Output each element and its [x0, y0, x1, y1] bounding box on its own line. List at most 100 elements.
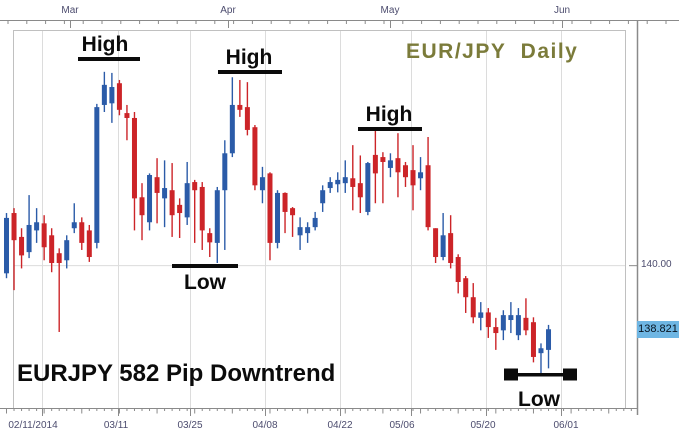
swing-low-marker-square [563, 368, 577, 381]
month-axis-label: Jun [553, 5, 571, 16]
candle-body [327, 182, 333, 189]
candle-body [56, 253, 62, 263]
candle-body [4, 217, 9, 274]
candle-body [410, 170, 416, 186]
swing-high-marker-bar [358, 127, 422, 131]
candle-body [177, 204, 183, 214]
candle-body [387, 160, 393, 168]
candle-body [229, 104, 235, 154]
candle-body [139, 197, 145, 216]
swing-high-label: High [225, 46, 273, 69]
candle-body [418, 172, 424, 179]
candle-body [463, 278, 469, 298]
date-axis-label: 04/08 [252, 420, 278, 431]
candle-body [41, 223, 47, 248]
candle-body [222, 153, 228, 191]
swing-low-marker-square [504, 368, 518, 381]
month-axis-label: May [380, 5, 400, 16]
chart-symbol-title: EUR/JPY Daily [406, 40, 579, 63]
candle-body [26, 224, 32, 253]
candle-body [320, 190, 326, 204]
current-price-tag: 138.821 [637, 320, 679, 338]
date-axis-label: 02/11/2014 [8, 420, 58, 431]
date-axis-label: 05/06 [389, 420, 415, 431]
candle-body [455, 257, 461, 282]
swing-high-marker-bar [218, 70, 282, 74]
candle-body [478, 312, 484, 318]
swing-high-label: High [365, 103, 413, 126]
candle-body [207, 233, 213, 243]
candle-body [312, 217, 318, 228]
date-axis-label: 03/25 [177, 420, 203, 431]
candle-body [267, 173, 273, 243]
candle-body [530, 322, 536, 357]
swing-low-label: Low [518, 388, 560, 411]
candle-body [64, 240, 70, 261]
candle-body [131, 117, 137, 199]
swing-low-marker-line [504, 373, 577, 377]
candle-body [470, 297, 476, 318]
candle-body [305, 227, 311, 234]
candle-body [425, 165, 431, 228]
candle-body [508, 315, 514, 321]
candle-body [335, 179, 341, 185]
candle-body [402, 165, 408, 178]
candle-body [169, 190, 175, 216]
candle-body [109, 87, 115, 104]
trend-caption: EURJPY 582 Pip Downtrend [17, 360, 336, 387]
candle-body [297, 227, 303, 236]
candle-body [162, 188, 168, 199]
candle-body [101, 84, 107, 105]
date-axis-label: 05/20 [470, 420, 496, 431]
date-axis-label: 03/11 [103, 420, 129, 431]
month-axis-label: Apr [220, 5, 236, 16]
candle-body [357, 183, 363, 198]
month-axis-label: Mar [61, 5, 79, 16]
candle-body [290, 208, 296, 216]
candle-body [214, 190, 220, 243]
candle-body [124, 113, 130, 118]
swing-low-label: Low [184, 271, 226, 294]
candle-body [523, 317, 529, 331]
price-axis-tick-label: 140.00 [641, 258, 672, 270]
candle-body [282, 192, 288, 212]
candle-body [448, 233, 454, 263]
candle-body [515, 315, 521, 336]
date-axis-label: 04/22 [327, 420, 353, 431]
date-axis-label: 06/01 [553, 420, 579, 431]
candle-body [493, 327, 499, 334]
candle-body [350, 178, 356, 187]
candle-body [116, 83, 122, 110]
candle-body [485, 312, 491, 328]
candle-body [259, 177, 265, 191]
candle-body [237, 104, 243, 110]
candle-body [546, 329, 552, 350]
candle-body [395, 158, 401, 173]
candle-body [433, 228, 439, 258]
candle-body [19, 236, 25, 256]
candle-body [275, 192, 281, 243]
candle-body [252, 127, 258, 186]
candle-body [365, 163, 371, 212]
swing-high-marker-bar [78, 57, 140, 61]
candle-body [199, 186, 205, 231]
candle-body [79, 222, 85, 243]
candle-body [94, 107, 100, 243]
candle-body [372, 154, 378, 174]
swing-low-marker-bar [172, 264, 238, 268]
candle-body [192, 182, 198, 191]
candle-body [500, 315, 506, 331]
candle-body [154, 177, 160, 193]
candle-body [380, 157, 386, 162]
candle-body [538, 348, 544, 354]
swing-high-label: High [81, 33, 129, 56]
candle-body [184, 183, 190, 218]
candle-body [342, 177, 348, 184]
candle-body [86, 230, 92, 258]
candle-body [147, 175, 153, 223]
candle-body [440, 235, 446, 258]
candle-body [34, 222, 40, 231]
candle-body [244, 107, 250, 130]
